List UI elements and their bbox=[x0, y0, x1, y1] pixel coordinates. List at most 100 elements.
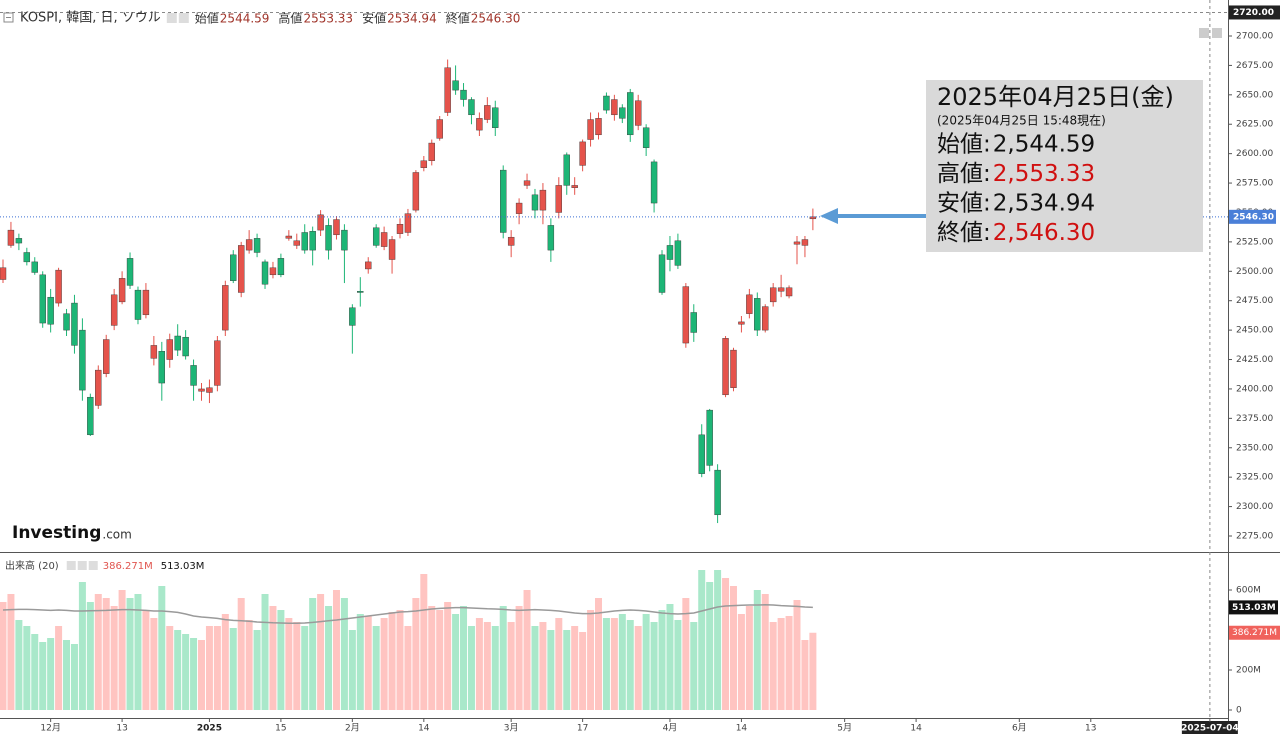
candle-body bbox=[650, 161, 658, 204]
info-label: 高値: bbox=[937, 161, 991, 187]
candle-body bbox=[325, 225, 332, 251]
volume-bar bbox=[158, 586, 166, 710]
candle-body bbox=[87, 396, 94, 436]
volume-bar bbox=[325, 606, 333, 710]
header-icon[interactable] bbox=[166, 13, 177, 23]
candle-body bbox=[182, 336, 189, 357]
y-tick-label: 2275.00 bbox=[1236, 532, 1273, 542]
field-name: 安値 bbox=[362, 11, 386, 26]
candle-body bbox=[801, 239, 809, 246]
volume-bar bbox=[499, 606, 507, 710]
candle-body bbox=[71, 302, 78, 346]
volume-bar bbox=[380, 618, 388, 710]
candle-body bbox=[523, 180, 531, 186]
last-price-tag bbox=[1229, 209, 1276, 224]
volume-bar bbox=[7, 594, 15, 710]
volume-bar bbox=[666, 604, 674, 710]
volume-icon[interactable] bbox=[66, 561, 76, 570]
candle-body bbox=[809, 216, 817, 220]
candle-body bbox=[674, 240, 682, 266]
volume-bar bbox=[372, 626, 380, 710]
volume-tag bbox=[1229, 625, 1280, 640]
candle-body bbox=[468, 99, 475, 116]
volume-bar bbox=[555, 618, 563, 710]
candle-body bbox=[309, 231, 316, 251]
collapse-icon[interactable] bbox=[3, 12, 14, 23]
candle-body bbox=[372, 227, 380, 246]
x-tick-label: 4月 bbox=[663, 723, 678, 734]
candle-body bbox=[762, 306, 769, 331]
candle-body bbox=[793, 241, 801, 245]
candle-body bbox=[698, 434, 705, 474]
candle-body bbox=[174, 335, 181, 351]
candle-body bbox=[531, 194, 539, 211]
candle-body bbox=[47, 296, 54, 325]
y-tick-label: 2450.00 bbox=[1236, 326, 1273, 336]
candle-body bbox=[603, 95, 610, 111]
volume-bar bbox=[332, 590, 340, 710]
candle-body bbox=[230, 254, 237, 281]
volume-bar bbox=[213, 626, 221, 710]
x-tick-label: 5月 bbox=[837, 723, 852, 734]
volume-icon[interactable] bbox=[88, 561, 98, 570]
y-tick-label: 2500.00 bbox=[1236, 267, 1273, 277]
volume-bar bbox=[253, 630, 261, 710]
volume-bar bbox=[78, 582, 86, 710]
toolbar-icon[interactable] bbox=[1212, 28, 1222, 38]
info-date: 2025年04月25日(金) bbox=[937, 83, 1174, 111]
candle-body bbox=[769, 287, 777, 303]
volume-bar bbox=[94, 594, 102, 710]
volume-bar bbox=[745, 606, 753, 710]
volume-bar bbox=[737, 614, 745, 710]
volume-bar bbox=[444, 602, 452, 710]
header-icon[interactable] bbox=[178, 13, 189, 23]
field-name: 高値 bbox=[278, 11, 302, 26]
volume-bar bbox=[412, 598, 420, 710]
field-value: 2534.94 bbox=[387, 12, 437, 26]
candle-body bbox=[142, 289, 150, 316]
candle-body bbox=[682, 286, 690, 344]
volume-value: 386.271M bbox=[103, 561, 153, 572]
volume-bar bbox=[714, 570, 722, 710]
last-price-label: 2546.30 bbox=[1233, 212, 1274, 222]
candle-body bbox=[110, 294, 118, 326]
volume-bar bbox=[650, 622, 658, 710]
ma-tag bbox=[1229, 600, 1278, 615]
candle-body bbox=[118, 278, 126, 303]
volume-bar bbox=[642, 614, 650, 710]
volume-bar bbox=[404, 626, 412, 710]
candle-body bbox=[635, 100, 642, 126]
volume-bar bbox=[682, 598, 690, 710]
volume-bar bbox=[110, 606, 118, 710]
volume-bar bbox=[126, 598, 134, 710]
x-tick-label: 12月 bbox=[40, 723, 60, 734]
candle-body bbox=[301, 232, 308, 251]
volume-bar bbox=[23, 626, 31, 710]
volume-bar bbox=[261, 594, 269, 710]
volume-bar bbox=[634, 626, 642, 710]
candle-body bbox=[55, 269, 62, 304]
volume-icon[interactable] bbox=[77, 561, 87, 570]
volume-bar bbox=[31, 634, 39, 710]
y-tick-label: 2375.00 bbox=[1236, 414, 1273, 424]
candle-body bbox=[460, 89, 467, 100]
volume-bar bbox=[595, 598, 602, 710]
logo: Investing .com bbox=[12, 523, 132, 543]
toolbar-icon[interactable] bbox=[1199, 28, 1209, 38]
volume-bar bbox=[602, 618, 610, 710]
info-value: 2,534.94 bbox=[993, 191, 1095, 217]
y-tick-label: 0 bbox=[1236, 706, 1242, 716]
candle-body bbox=[611, 99, 618, 116]
candle-body bbox=[420, 160, 428, 168]
volume-bar bbox=[118, 590, 126, 710]
volume-bar bbox=[86, 602, 94, 710]
volume-bar bbox=[475, 618, 483, 710]
volume-bar bbox=[63, 640, 71, 710]
candle-body bbox=[658, 254, 666, 293]
volume-bar bbox=[777, 618, 785, 710]
candle-body bbox=[507, 236, 515, 246]
candle-body bbox=[285, 235, 293, 239]
candle-body bbox=[587, 119, 594, 140]
candle-body bbox=[714, 469, 721, 516]
